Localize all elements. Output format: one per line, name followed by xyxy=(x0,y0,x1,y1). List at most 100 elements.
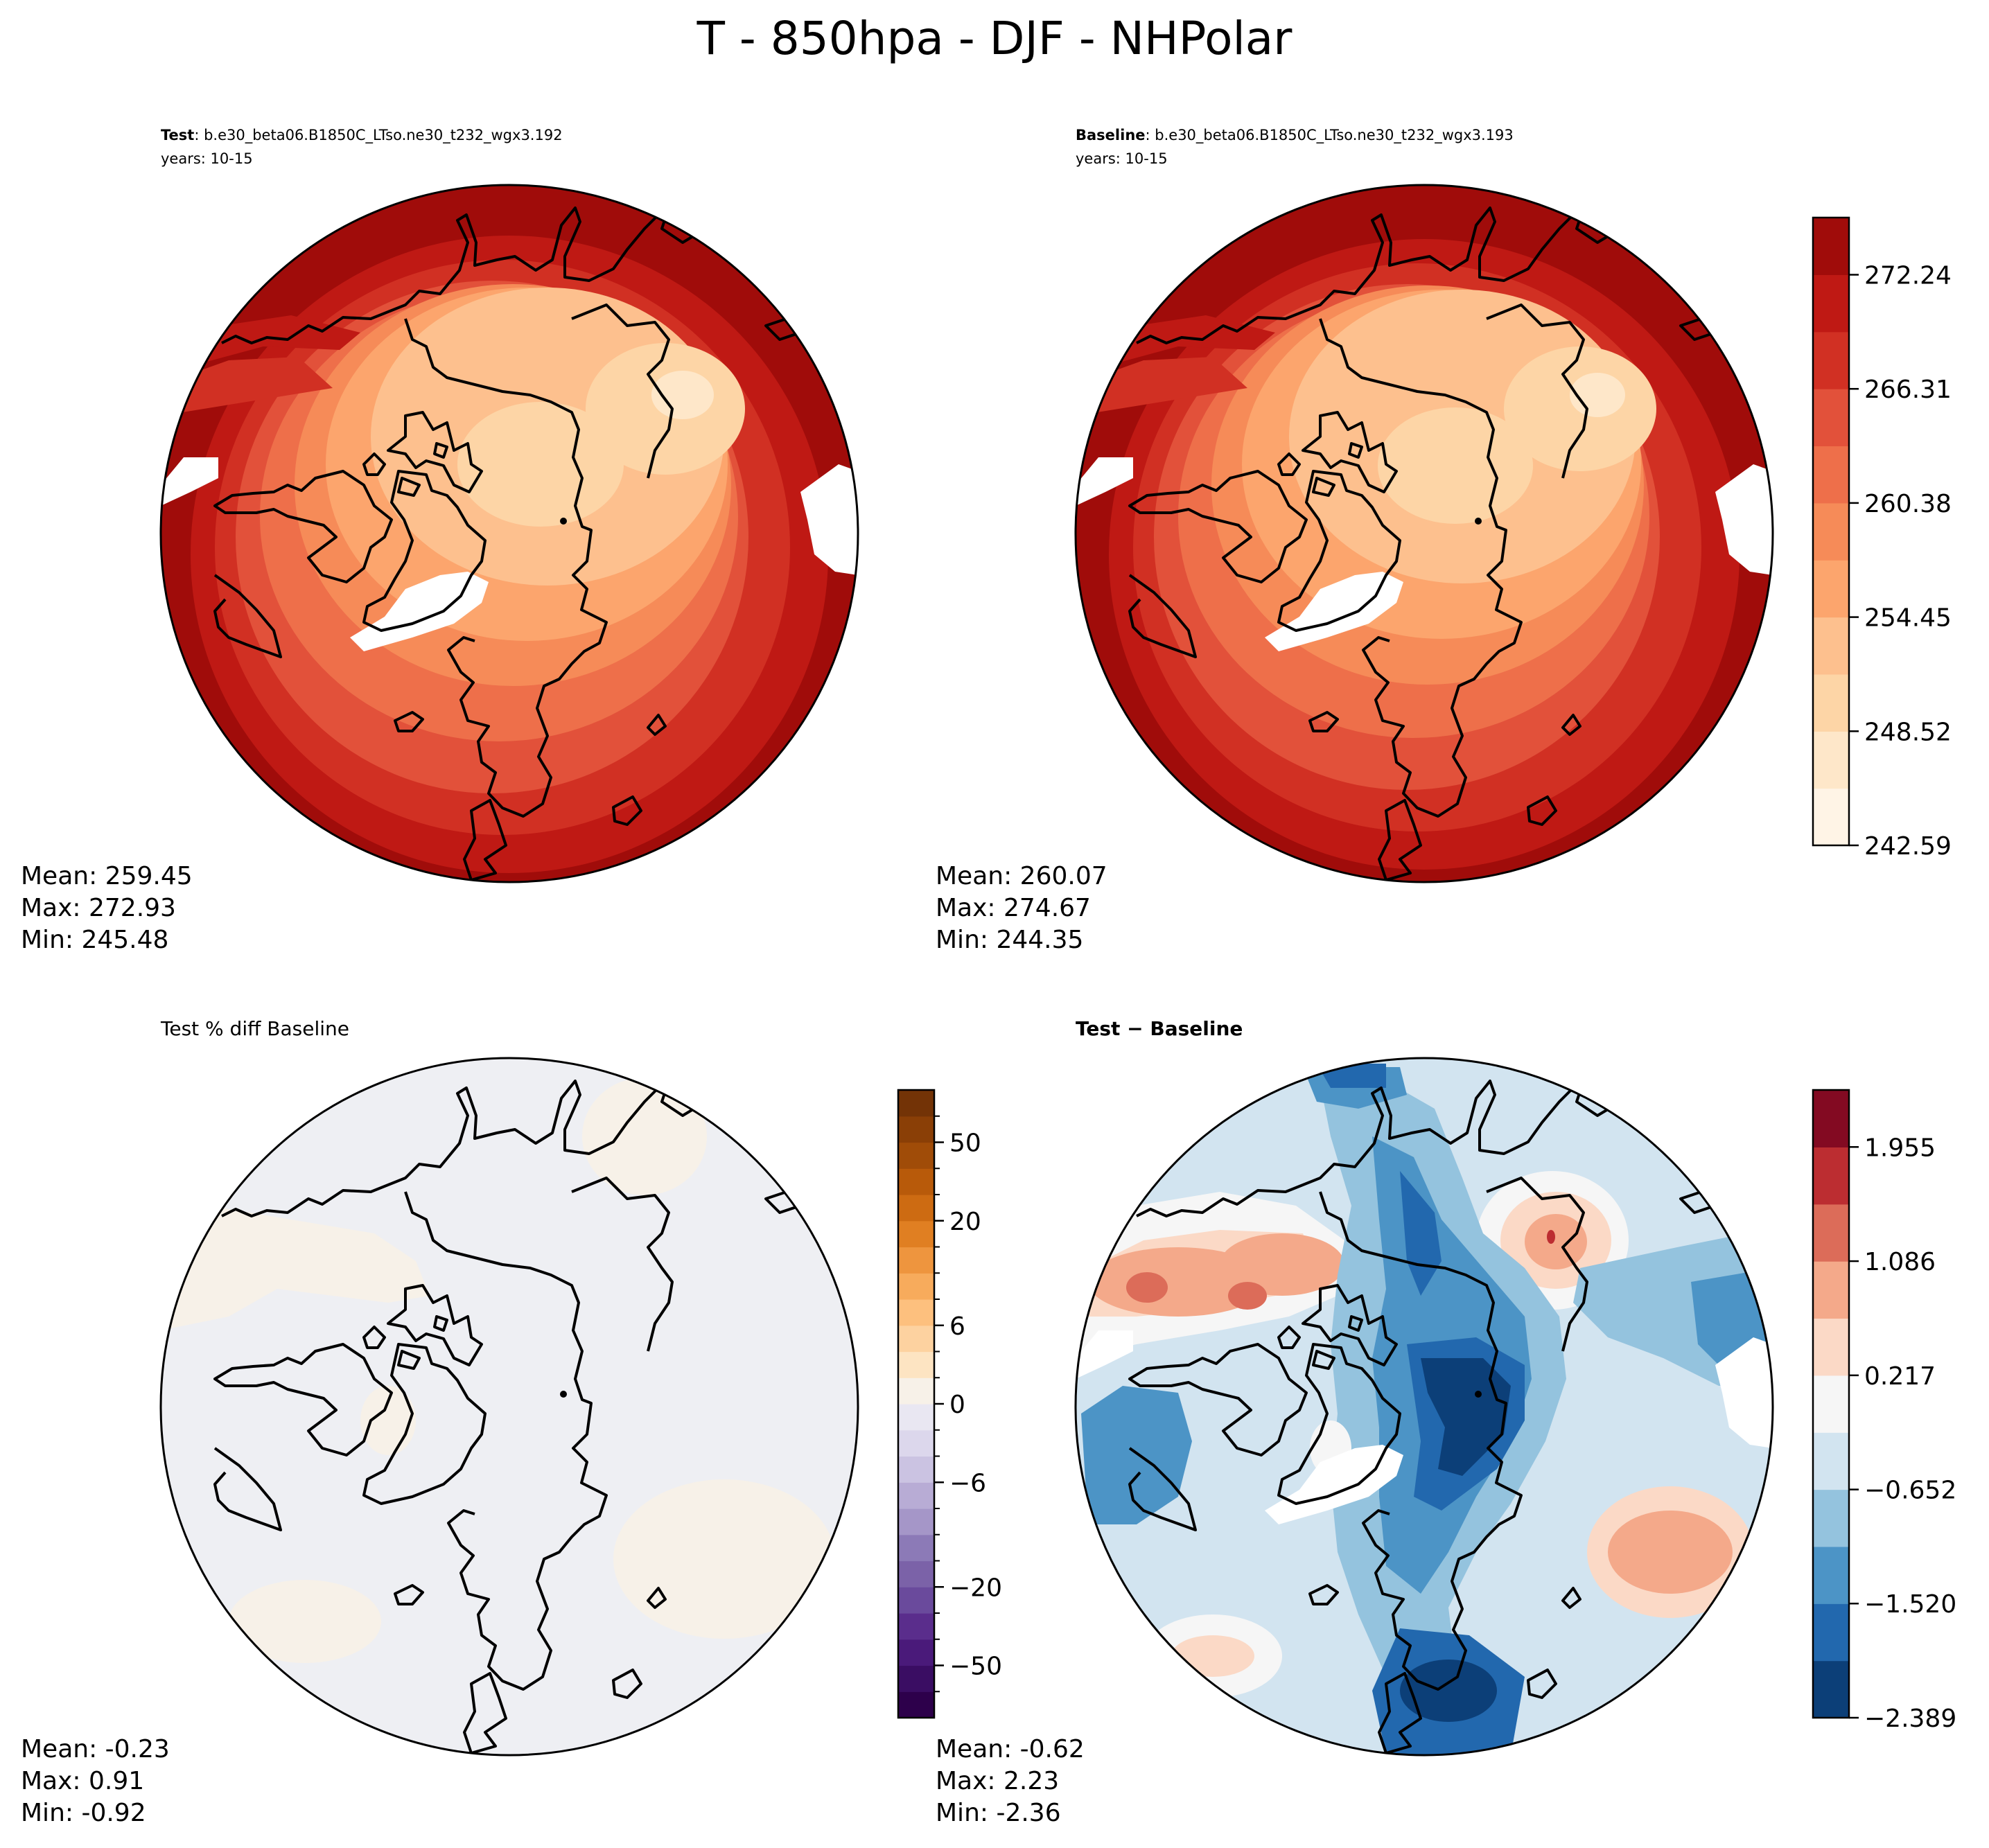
percent-diff-stats: Mean: -0.23 Max: 0.91 Min: -0.92 xyxy=(21,1735,177,1827)
temperature-colorbar-segment xyxy=(1813,446,1849,504)
percent-diff-colorbar-segment xyxy=(898,1429,934,1457)
difference-colorbar-segment xyxy=(1813,1261,1849,1319)
percent-diff-colorbar-segment xyxy=(898,1665,934,1692)
temperature-colorbar-segment xyxy=(1813,218,1849,275)
temperature-colorbar-tick-label: 254.45 xyxy=(1864,604,1952,633)
percent-diff-colorbar-segment xyxy=(898,1482,934,1509)
percent-diff-colorbar-tick-label: 50 xyxy=(949,1129,981,1158)
temperature-colorbar-segment xyxy=(1813,788,1849,846)
percent-diff-colorbar-segment xyxy=(898,1613,934,1640)
baseline-mean: Mean: 260.07 xyxy=(936,862,1107,890)
temperature-colorbar-segment xyxy=(1813,560,1849,618)
percent-diff-max: Max: 0.91 xyxy=(21,1767,144,1795)
temperature-colorbar: 242.59 248.52 254.45 260.38 266.31 272.24 xyxy=(1812,216,1952,861)
figure-title: T - 850hpa - DJF - NHPolar xyxy=(696,12,1293,65)
difference-mean: Mean: -0.62 xyxy=(936,1735,1085,1763)
temperature-colorbar-tick-label: 266.31 xyxy=(1864,376,1952,404)
percent-diff-colorbar-segment xyxy=(898,1325,934,1353)
percent-diff-colorbar-segment xyxy=(898,1587,934,1614)
test-temperature-field xyxy=(161,185,858,882)
difference-colorbar-segment xyxy=(1813,1318,1849,1376)
temperature-colorbar-tick-label: 242.59 xyxy=(1864,832,1952,861)
percent-diff-mean: Mean: -0.23 xyxy=(21,1735,170,1763)
difference-colorbar-segment xyxy=(1813,1090,1849,1147)
difference-colorbar-segment xyxy=(1813,1489,1849,1547)
percent-diff-colorbar-segment xyxy=(898,1299,934,1326)
temperature-colorbar-tick-label: 272.24 xyxy=(1864,261,1952,290)
temperature-colorbar-tick-label: 248.52 xyxy=(1864,718,1952,746)
percent-diff-colorbar-segment xyxy=(898,1534,934,1562)
percent-diff-colorbar-segment xyxy=(898,1456,934,1483)
percent-diff-colorbar-segment xyxy=(898,1220,934,1248)
percent-diff-field xyxy=(161,1058,858,1755)
baseline-title-rest: : b.e30_beta06.B1850C_LTso.ne30_t232_wgx… xyxy=(1146,127,1514,144)
percent-diff-colorbar-segment xyxy=(898,1560,934,1587)
difference-title: Test − Baseline xyxy=(1076,1017,1243,1040)
percent-diff-colorbar-tick-label: −50 xyxy=(949,1653,1002,1681)
difference-colorbar-tick-label: −1.520 xyxy=(1864,1590,1956,1619)
difference-colorbar-segment xyxy=(1813,1147,1849,1205)
difference-colorbar-segment xyxy=(1813,1432,1849,1490)
percent-diff-colorbar-segment xyxy=(898,1351,934,1378)
percent-diff-colorbar-segment xyxy=(898,1273,934,1300)
panel-test: Test: b.e30_beta06.B1850C_LTso.ne30_t232… xyxy=(21,127,859,954)
baseline-title-bold: Baseline xyxy=(1076,127,1146,143)
panel-difference: Test − Baseline xyxy=(936,1017,1956,1827)
difference-colorbar-tick-label: 1.086 xyxy=(1864,1248,1936,1276)
svg-text:Test: b.e30_beta06.B1850C_LTso: Test: b.e30_beta06.B1850C_LTso.ne30_t232… xyxy=(161,127,563,144)
temperature-colorbar-segment xyxy=(1813,502,1849,561)
baseline-max: Max: 274.67 xyxy=(936,894,1091,922)
percent-diff-colorbar-segment xyxy=(898,1691,934,1718)
percent-diff-colorbar: −50 −20 −6 0 6 20 50 xyxy=(897,1089,1002,1719)
percent-diff-colorbar-tick-label: 20 xyxy=(949,1208,981,1236)
percent-diff-colorbar-segment xyxy=(898,1247,934,1274)
test-title-rest: : b.e30_beta06.B1850C_LTso.ne30_t232_wgx… xyxy=(194,127,562,144)
temperature-colorbar-segment xyxy=(1813,617,1849,675)
difference-colorbar-segment xyxy=(1813,1660,1849,1718)
test-subtitle: years: 10-15 xyxy=(161,150,253,167)
percent-diff-colorbar-segment xyxy=(898,1142,934,1169)
percent-diff-min: Min: -0.92 xyxy=(21,1799,146,1827)
difference-colorbar-tick-label: −2.389 xyxy=(1864,1705,1956,1733)
percent-diff-colorbar-segment xyxy=(898,1639,934,1666)
difference-colorbar-segment xyxy=(1813,1603,1849,1662)
percent-diff-colorbar-tick-label: 0 xyxy=(949,1391,965,1419)
difference-colorbar-frame xyxy=(1812,1089,1850,1719)
percent-diff-colorbar-segment xyxy=(898,1404,934,1431)
difference-colorbar-segment xyxy=(1813,1204,1849,1262)
baseline-min: Min: 244.35 xyxy=(936,926,1083,954)
percent-diff-colorbar-segment xyxy=(898,1168,934,1195)
difference-stats: Mean: -0.62 Max: 2.23 Min: -2.36 xyxy=(936,1735,1092,1827)
baseline-temperature-field xyxy=(1076,185,1773,882)
difference-colorbar-segment xyxy=(1813,1546,1849,1604)
test-stats: Mean: 259.45 Max: 272.93 Min: 245.48 xyxy=(21,862,200,954)
percent-diff-colorbar-segment xyxy=(898,1116,934,1143)
difference-colorbar-tick-label: 0.217 xyxy=(1864,1362,1936,1391)
temperature-colorbar-frame xyxy=(1812,216,1850,847)
test-title-bold: Test xyxy=(161,127,194,143)
panel-baseline: Baseline: b.e30_beta06.B1850C_LTso.ne30_… xyxy=(936,127,1952,954)
percent-diff-colorbar-tick-label: −6 xyxy=(949,1469,986,1497)
temperature-colorbar-segment xyxy=(1813,674,1849,732)
difference-field xyxy=(1076,1058,1773,1755)
temperature-colorbar-segment xyxy=(1813,389,1849,447)
test-min: Min: 245.48 xyxy=(21,926,168,954)
percent-diff-colorbar-segment xyxy=(898,1378,934,1405)
temperature-colorbar-segment xyxy=(1813,331,1849,389)
percent-diff-colorbar-segment xyxy=(898,1195,934,1222)
test-max: Max: 272.93 xyxy=(21,894,176,922)
temperature-colorbar-tick-label: 260.38 xyxy=(1864,490,1952,518)
percent-diff-title: Test % diff Baseline xyxy=(160,1017,349,1040)
temperature-colorbar-segment xyxy=(1813,274,1849,333)
difference-colorbar-tick-label: −0.652 xyxy=(1864,1477,1956,1505)
percent-diff-colorbar-tick-label: −20 xyxy=(949,1574,1002,1602)
panel-percent-diff: Test % diff Baseline Mean: -0.23 Max: 0.… xyxy=(21,1017,1002,1827)
difference-colorbar: −2.389 −1.520 −0.652 0.217 1.086 1.955 xyxy=(1812,1089,1956,1733)
temperature-colorbar-segment xyxy=(1813,731,1849,789)
percent-diff-colorbar-segment xyxy=(898,1508,934,1535)
difference-colorbar-segment xyxy=(1813,1375,1849,1433)
difference-colorbar-tick-label: 1.955 xyxy=(1864,1134,1936,1162)
difference-min: Min: -2.36 xyxy=(936,1799,1061,1827)
svg-text:Baseline: b.e30_beta06.B1850C_: Baseline: b.e30_beta06.B1850C_LTso.ne30_… xyxy=(1076,127,1514,144)
